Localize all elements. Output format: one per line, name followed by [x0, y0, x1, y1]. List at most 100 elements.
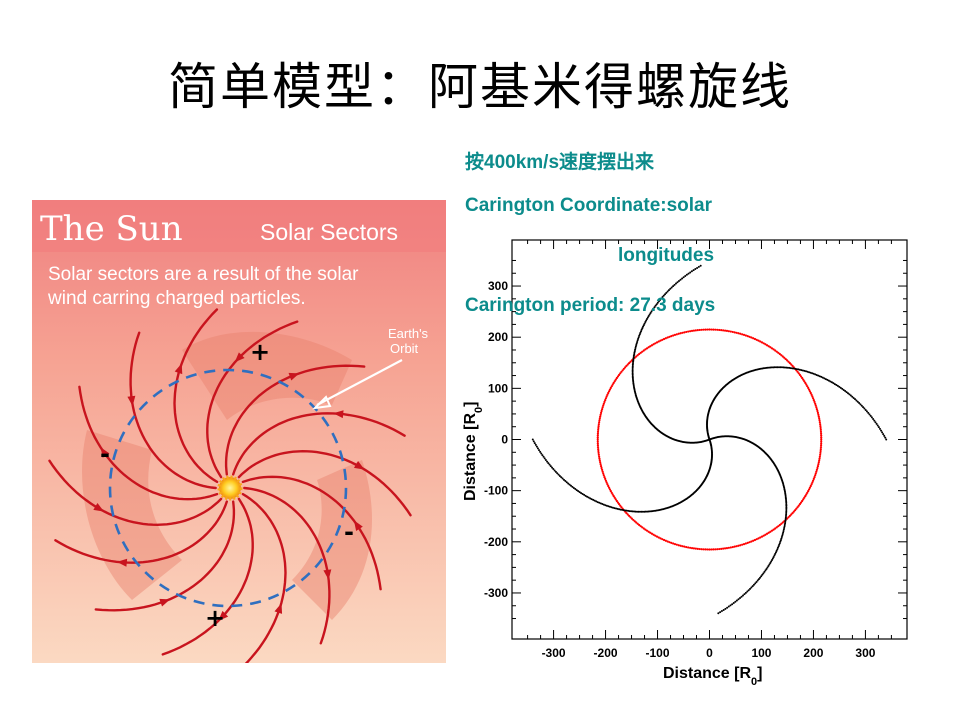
spiral-point [676, 281, 679, 284]
spiral-point [872, 417, 875, 420]
orbit-point [666, 540, 669, 543]
spiral-point [724, 607, 727, 610]
field-line [232, 412, 406, 476]
orbit-point [780, 354, 783, 357]
orbit-point [820, 442, 823, 445]
spiral-point [752, 583, 755, 586]
spiral-point [564, 480, 567, 483]
spiral-point [838, 385, 841, 388]
orbit-point [603, 400, 606, 403]
field-line-arrow [234, 352, 245, 363]
spiral-point [654, 304, 657, 307]
spiral-point [656, 301, 659, 304]
spiral-point [747, 589, 750, 592]
orbit-point [597, 425, 600, 428]
spiral-point [777, 545, 780, 548]
orbit-point [807, 490, 810, 493]
spiral-point [632, 359, 635, 362]
spiral-point [644, 510, 647, 513]
orbit-point [774, 527, 777, 530]
spiral-point [770, 560, 773, 563]
orbit-point [675, 543, 678, 546]
spiral-point [633, 353, 636, 356]
spiral-point [876, 424, 879, 427]
x-tick-label: 300 [855, 646, 875, 660]
orbit-point [607, 391, 610, 395]
spiral-point [531, 438, 534, 441]
spiral-point [774, 551, 777, 554]
spiral-point [652, 307, 655, 310]
spiral-point [699, 264, 702, 267]
orbit-point [609, 490, 612, 493]
orbit-point [602, 472, 605, 475]
spiral-point [770, 366, 773, 369]
spiral-point [622, 509, 625, 512]
spiral-point [776, 548, 779, 551]
orbit-point [765, 532, 769, 535]
spiral-point [775, 549, 778, 552]
spiral-point [785, 511, 788, 514]
orbit-point [810, 483, 813, 486]
orbit-point [611, 493, 614, 496]
spiral-point [589, 497, 592, 500]
x-tick-label: 0 [706, 646, 713, 660]
spiral-point [785, 366, 788, 369]
spiral-point [869, 414, 872, 417]
spiral-point [727, 605, 730, 608]
x-tick-label: 100 [751, 646, 771, 660]
spiral-point [781, 534, 784, 537]
orbit-point [792, 510, 795, 513]
orbit-point [622, 367, 625, 370]
orbit-point [780, 522, 783, 525]
spiral-point [806, 370, 809, 373]
orbit-point [769, 346, 772, 349]
spiral-point [593, 499, 596, 502]
spiral-point [785, 506, 788, 509]
orbit-point [806, 491, 809, 494]
field-line-arrow [116, 558, 128, 567]
spiral-point [532, 440, 535, 443]
orbit-point [694, 329, 697, 332]
spiral-point [690, 270, 693, 273]
orbit-point [606, 483, 609, 486]
field-line [48, 459, 223, 527]
orbit-point [706, 548, 709, 551]
spiral-point [820, 375, 823, 378]
orbit-point [706, 328, 709, 331]
spiral-point [784, 516, 787, 519]
spiral-point [633, 351, 636, 354]
spiral-point [744, 591, 747, 594]
orbit-point [597, 426, 600, 430]
orbit-point [601, 406, 604, 409]
spiral-point [662, 294, 665, 297]
orbit-point [628, 362, 631, 365]
orbit-point [602, 474, 605, 477]
spiral-point [615, 507, 618, 510]
orbit-point [702, 328, 705, 331]
spiral-point [601, 503, 604, 506]
orbit-point [615, 499, 618, 503]
spiral-point [849, 394, 852, 397]
orbit-point [813, 476, 816, 479]
spiral-point [557, 473, 560, 476]
spiral-point [734, 600, 737, 603]
spiral-point [782, 531, 785, 534]
spiral-point [646, 316, 649, 319]
spiral-point [675, 282, 677, 285]
orbit-point [812, 398, 815, 402]
spiral-point [762, 572, 765, 575]
spiral-point [567, 482, 570, 485]
spiral-point [803, 369, 806, 372]
orbit-point [641, 350, 644, 353]
spiral-point [782, 366, 785, 369]
orbit-point [645, 347, 649, 350]
field-line-arrow [323, 569, 332, 580]
spiral-point [636, 340, 639, 343]
spiral-point [780, 366, 783, 369]
spiral-point [558, 474, 561, 477]
spiral-point [682, 276, 685, 279]
orbit-point [712, 328, 715, 331]
spiral-point [781, 532, 784, 535]
orbit-point [599, 463, 602, 466]
spiral-point [782, 529, 785, 532]
